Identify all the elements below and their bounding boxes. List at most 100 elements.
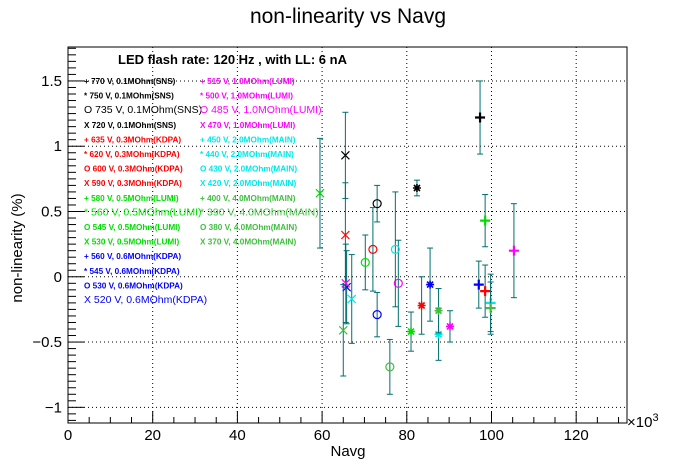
legend-symbol: O	[200, 104, 211, 116]
point-marker	[473, 279, 484, 290]
legend-symbol: +	[84, 252, 91, 261]
legend-symbol: X	[200, 238, 208, 247]
legend: + 770 V, 0.1MOhm(SNS) * 750 V, 0.1MOhm(SN…	[84, 77, 322, 306]
point-marker	[434, 306, 443, 315]
x-axis-label: Navg	[330, 443, 365, 460]
data-point	[393, 239, 403, 327]
point-marker	[372, 199, 382, 209]
legend-label: 520 V, 0.6MOhm(KDPA)	[94, 294, 207, 306]
legend-label: 400 V, 4.0MOhm(MAIN)	[207, 194, 296, 203]
legend-symbol: *	[84, 206, 91, 218]
data-point	[412, 179, 421, 197]
point-marker	[417, 301, 426, 310]
legend-entry: X 370 V, 4.0MOhm(MAIN)	[200, 238, 296, 247]
data-point	[508, 203, 519, 299]
data-point	[426, 247, 435, 322]
legend-label: 635 V, 0.3MOhm(KDPA)	[91, 135, 181, 144]
legend-label: 580 V, 0.5MOhm(LUMI)	[91, 194, 179, 203]
legend-entry: + 450 V, 2.0MOhm(MAIN)	[200, 135, 296, 144]
point-marker	[508, 245, 519, 256]
legend-symbol: +	[84, 194, 91, 203]
legend-entry: X 420 V, 2.0MOhm(MAIN)	[200, 179, 296, 188]
legend-symbol: X	[84, 238, 92, 247]
legend-entry: X 520 V, 0.6MOhm(KDPA)	[84, 294, 207, 306]
y-tick-label: −0.5	[32, 334, 62, 351]
point-marker	[445, 322, 454, 331]
legend-entry: * 560 V, 0.5MOhm(LUMI)	[84, 206, 202, 218]
data-point	[475, 80, 486, 155]
point-marker	[475, 112, 486, 123]
legend-symbol: X	[84, 294, 94, 306]
data-point	[385, 338, 395, 395]
point-marker	[315, 188, 325, 198]
legend-symbol: O	[200, 223, 209, 232]
legend-entry: + 560 V, 0.6MOhm(KDPA)	[84, 252, 181, 261]
x-multiplier-base: ×10	[627, 414, 652, 431]
legend-symbol: +	[200, 194, 207, 203]
point-marker	[340, 230, 350, 240]
legend-entry: + 580 V, 0.5MOhm(LUMI)	[84, 194, 179, 203]
legend-symbol: O	[200, 165, 209, 174]
data-point	[315, 137, 325, 249]
legend-entry: * 545 V, 0.6MOhm(KDPA)	[84, 267, 180, 276]
point-marker	[407, 327, 416, 336]
legend-symbol: +	[200, 135, 207, 144]
legend-entry: * 440 V, 2.0MOhm(MAIN)	[200, 150, 294, 159]
y-tick-label: 1.5	[41, 73, 62, 90]
legend-label: 720 V, 0.1MOhm(SNS)	[92, 121, 177, 130]
legend-symbol: *	[200, 206, 207, 218]
legend-label: 620 V, 0.3MOhm(KDPA)	[89, 150, 179, 159]
point-marker	[368, 244, 378, 254]
point-marker	[393, 278, 403, 288]
point-marker	[340, 150, 350, 160]
legend-label: 750 V, 0.1MOhm(SNS)	[89, 92, 174, 101]
x-multiplier-exp: 3	[652, 412, 658, 424]
legend-label: 420 V, 2.0MOhm(MAIN)	[208, 179, 297, 188]
legend-entry: * 750 V, 0.1MOhm(SNS)	[84, 92, 174, 101]
legend-symbol: X	[200, 121, 208, 130]
data-point	[417, 276, 426, 335]
legend-label: 560 V, 0.5MOhm(LUMI)	[91, 206, 202, 218]
legend-entry: + 770 V, 0.1MOhm(SNS)	[84, 77, 176, 86]
data-point	[407, 311, 416, 352]
data-point	[347, 254, 357, 344]
legend-entry: * 620 V, 0.3MOhm(KDPA)	[84, 150, 180, 159]
x-tick-label: 100	[479, 427, 504, 444]
legend-symbol: O	[84, 281, 93, 290]
legend-label: 560 V, 0.6MOhm(KDPA)	[91, 252, 181, 261]
legend-entry: O 600 V, 0.3MOhm(KDPA)	[84, 165, 183, 174]
x-tick-label: 0	[64, 427, 72, 444]
grid-lines	[68, 47, 627, 423]
legend-entry: X 590 V, 0.3MOhm(KDPA)	[84, 179, 182, 188]
chart-title: non-linearity vs Navg	[250, 5, 446, 28]
legend-label: 485 V, 1.0MOhm(LUMI)	[211, 104, 322, 116]
y-tick-label: −1	[45, 399, 62, 416]
legend-entry: X 720 V, 0.1MOhm(SNS)	[84, 121, 176, 130]
y-axis-label: non-linearity (%)	[9, 193, 26, 302]
legend-symbol: X	[200, 179, 208, 188]
legend-entry: + 400 V, 4.0MOhm(MAIN)	[200, 194, 296, 203]
legend-symbol: O	[84, 165, 93, 174]
legend-label: 430 V, 2.0MOhm(MAIN)	[209, 165, 298, 174]
legend-entry: O 735 V, 0.1MOhm(SNS)	[84, 104, 202, 116]
legend-entry: O 380 V, 4.0MOhm(MAIN)	[200, 223, 297, 232]
plot-frame	[67, 46, 628, 424]
point-marker	[480, 286, 491, 297]
x-tick-label: 60	[314, 427, 331, 444]
x-axis-multiplier: ×103	[627, 412, 659, 431]
point-marker	[347, 294, 357, 304]
point-marker	[372, 310, 382, 320]
legend-symbol: O	[84, 223, 93, 232]
point-marker	[390, 244, 400, 254]
data-point	[372, 291, 382, 338]
legend-label: 370 V, 4.0MOhm(MAIN)	[208, 238, 297, 247]
legend-label: 440 V, 2.0MOhm(MAIN)	[205, 150, 294, 159]
data-marks	[315, 80, 519, 395]
data-point	[473, 260, 484, 309]
legend-label: 600 V, 0.3MOhm(KDPA)	[93, 165, 183, 174]
point-marker	[385, 362, 395, 372]
point-marker	[485, 303, 496, 314]
data-point	[485, 281, 496, 335]
point-marker	[412, 184, 421, 192]
